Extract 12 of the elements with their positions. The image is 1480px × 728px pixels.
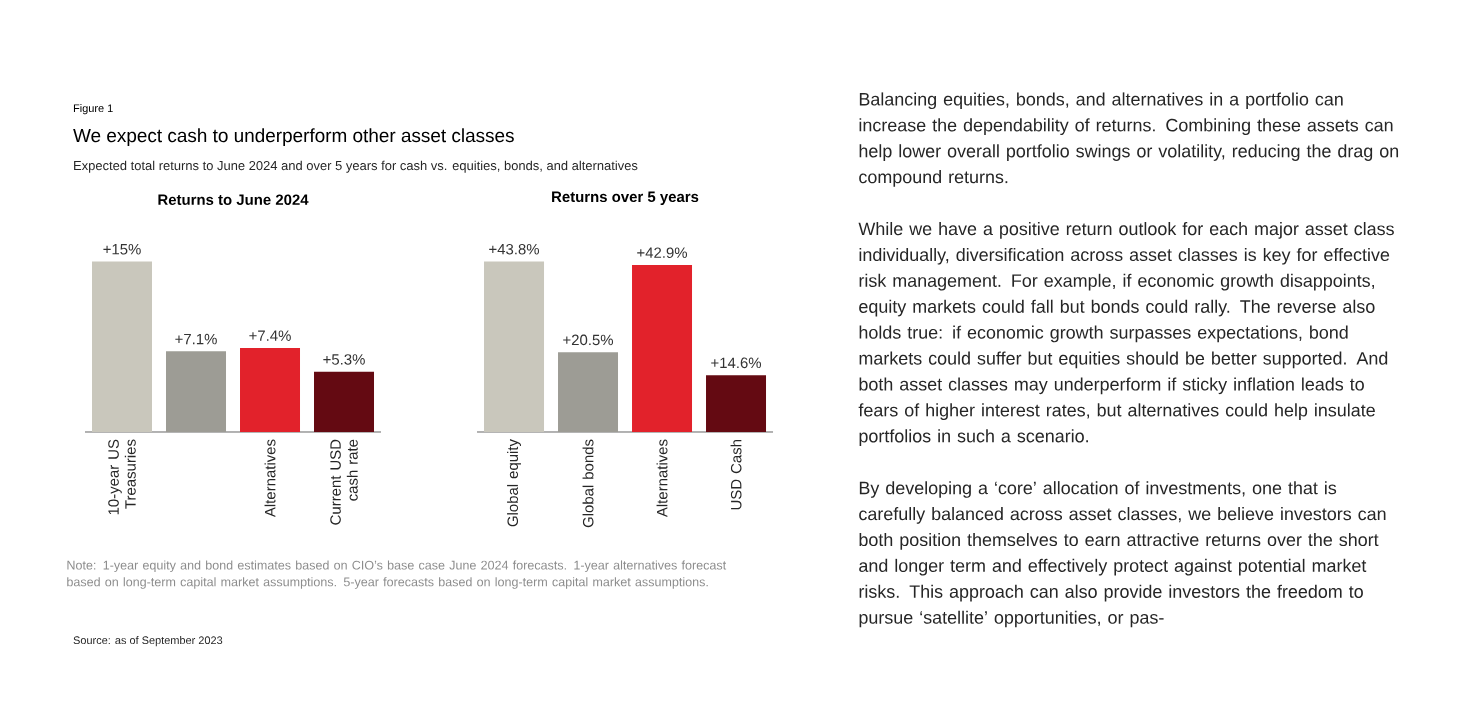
bar [484, 261, 545, 432]
bar [558, 352, 619, 432]
bar [632, 265, 693, 432]
bar [166, 351, 227, 432]
text: While we have a positive return outlook for each major asset class individually, diversification across asset classes is key for effective risk management. For example, if economic growth disappoints, equity markets could fall but bonds could rally. The reverse also holds true: if economic growth surpasses expectations, bond markets could suffer but equities should be better supported. And both asset classes may underperform if sticky inflation leads to fears of higher interest rates, but alternatives could help insulate portfolios in such a scenario. [858, 222, 1394, 446]
bar [240, 347, 301, 432]
bar [92, 261, 153, 432]
text: We expect cash to underperform other asset classes [73, 128, 514, 146]
text: Balancing equities, bonds, and alternatives in a portfolio can increase the dependability of returns. Combining these assets can help lower overall portfolio swings or volatility, reducing the drag on compound returns. [859, 92, 1399, 187]
bar [706, 375, 767, 432]
bar [314, 371, 375, 432]
text: By developing a ‘core’ allocation of investments, one that is carefully balanced across asset classes, we believe investors can both position themselves to earn attractive returns over the short and longer term and effectively protect against potential market risks. This approach can also provide investors the freedom to pursue ‘satellite’ opportunities, or pas- [859, 481, 1386, 628]
